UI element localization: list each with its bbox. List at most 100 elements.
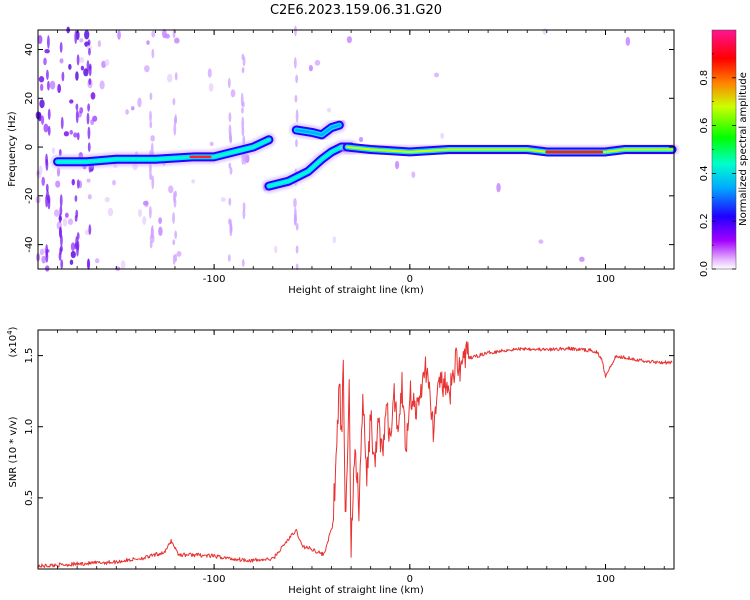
spectrogram-streak-cell — [149, 172, 153, 181]
spectrogram-noise-cell — [346, 36, 352, 44]
spectrogram-streak-cell — [58, 213, 62, 224]
spectrogram-noise-cell — [176, 251, 182, 257]
snr-x-tick-label: -100 — [203, 574, 226, 585]
spectrogram-noise-cell — [57, 83, 62, 94]
spectrogram-streak-cell — [47, 80, 50, 91]
spectrogram-streak-cell — [172, 212, 175, 224]
spectrogram-noise-cell — [45, 265, 50, 272]
spectrogram-streak-cell — [47, 125, 51, 136]
spectrogram-streak-cell — [241, 66, 245, 74]
spectrogram-y-tick-label: 0 — [24, 144, 35, 150]
spectrogram-streak-cell — [87, 258, 91, 270]
spectrogram-noise-cell — [67, 218, 74, 226]
spectrogram-y-tick-label: 40 — [24, 43, 35, 56]
spectrogram-streak-cell — [174, 253, 178, 263]
spectrogram-noise-cell — [220, 197, 226, 202]
spectrogram-noise-cell — [137, 209, 143, 218]
snr-frame — [37, 329, 675, 570]
spectrogram-noise-cell — [542, 28, 548, 35]
spectrogram-x-label: Height of straight line (km) — [288, 285, 424, 296]
spectrogram-streak-cell — [172, 191, 176, 203]
spectrogram-streak-cell — [295, 245, 299, 254]
spectrogram-noise-cell — [107, 207, 114, 217]
snr-y-scale-base: (x10 — [8, 335, 19, 358]
spectrogram-panel: -100 0 100 -40 -20 0 20 40 Height of straight … — [7, 25, 680, 296]
spectrogram-noise-cell — [142, 215, 147, 225]
spectrogram-noise-cell — [69, 259, 74, 265]
spectrogram-streak-cell — [59, 41, 63, 53]
spectrogram-streak-cell — [87, 103, 91, 112]
spectrogram-frame — [37, 29, 675, 270]
spectrogram-noise-cell — [56, 167, 61, 177]
spectrogram-streak-cell — [241, 259, 245, 268]
spectrogram-streak-cell — [294, 25, 297, 37]
spectrogram-noise-cell — [308, 65, 313, 72]
spectrogram-noise-cell — [207, 68, 212, 78]
colorbar-ticks: 0.0 0.2 0.4 0.6 0.8 — [699, 53, 736, 277]
spectrogram-y-ticks: -40 -20 0 20 40 — [24, 43, 674, 253]
spectrogram-noise-cell — [168, 185, 174, 194]
spectrogram-streak-cell — [174, 230, 178, 240]
spectrogram-noise-cell — [579, 256, 585, 262]
spectrogram-streak-cell — [227, 254, 231, 262]
spectrogram-streak-cell — [172, 239, 176, 246]
spectrogram-noise-cell — [151, 30, 156, 38]
spectrogram-noise-cell — [87, 194, 92, 200]
spectrogram-streak-cell — [88, 224, 92, 235]
spectrogram-noise-cell — [496, 182, 501, 193]
spectrogram-streak-cell — [75, 103, 79, 111]
spectrogram-noise-cell — [411, 171, 416, 179]
spectrogram-noise-cell — [274, 245, 278, 254]
spectrogram-streak-cell — [87, 142, 91, 152]
spectrogram-noise-cell — [94, 258, 100, 264]
snr-x-label: Height of straight line (km) — [288, 585, 424, 596]
spectrogram-noise-cell — [164, 33, 170, 39]
spectrogram-streak-cell — [294, 94, 298, 103]
spectrogram-noise-cell — [293, 197, 297, 208]
spectrogram-noise-cell — [51, 147, 56, 154]
spectrogram-noise-cell — [99, 80, 105, 90]
spectrogram-noise-cell — [332, 236, 336, 244]
spectrogram-noise-cell — [55, 180, 61, 188]
spectrogram-streak-cell — [149, 240, 153, 249]
spectrogram-noise-cell — [71, 178, 75, 186]
spectrogram-streak-cell — [229, 134, 233, 144]
spectrogram-noise-cell — [166, 73, 173, 83]
spectrogram-streak-cell — [228, 112, 232, 123]
spectrogram-streak-cell — [241, 107, 244, 114]
spectrogram-noise-cell — [41, 255, 47, 264]
spectrogram-noise-cell — [104, 196, 110, 203]
spectrogram-streak-cell — [58, 252, 62, 261]
spectrogram-streak-cell — [229, 223, 233, 233]
colorbar-tick-label: 0.0 — [699, 261, 710, 277]
spectrogram-streak-cell — [174, 72, 178, 81]
spectrogram-noise-cell — [440, 132, 445, 139]
spectrogram-streak-cell — [229, 166, 233, 175]
spectrogram-streak-cell — [228, 162, 232, 169]
spectrogram-noise-cell — [37, 35, 43, 45]
spectrogram-streak-cell — [74, 195, 78, 202]
spectrogram-streak-cell — [47, 108, 51, 120]
snr-panel: -100 0 100 0.5 1.0 1.5 Height of straight li… — [6, 326, 675, 596]
spectrogram-streak-cell — [151, 48, 155, 59]
snr-y-tick-label: 1.0 — [24, 419, 35, 435]
spectrogram-x-tick-label: 0 — [407, 274, 413, 285]
spectrogram-noise-cell — [79, 56, 85, 64]
spectrogram-streak-cell — [60, 116, 64, 130]
spectrogram-streak-cell — [47, 197, 51, 210]
figure-title: C2E6.2023.159.06.31.G20 — [270, 3, 442, 18]
spectrogram-streak-cell — [295, 109, 299, 123]
snr-y-tick-label: 0.5 — [24, 490, 35, 506]
spectrogram-noise-cell — [43, 57, 47, 66]
ridge-peak — [295, 124, 341, 136]
snr-y-scale-close: ) — [8, 326, 19, 330]
spectrogram-noise-cell — [146, 40, 150, 45]
spectrogram-streak-cell — [47, 35, 50, 49]
snr-y-scale: (x104) — [6, 326, 19, 357]
spectrogram-noise-cell — [150, 135, 155, 142]
spectrogram-streak-cell — [86, 59, 90, 73]
spectrogram-streak-cell — [76, 132, 80, 141]
spectrogram-noise-cell — [75, 71, 79, 81]
spectrogram-noise-cell — [80, 65, 85, 71]
